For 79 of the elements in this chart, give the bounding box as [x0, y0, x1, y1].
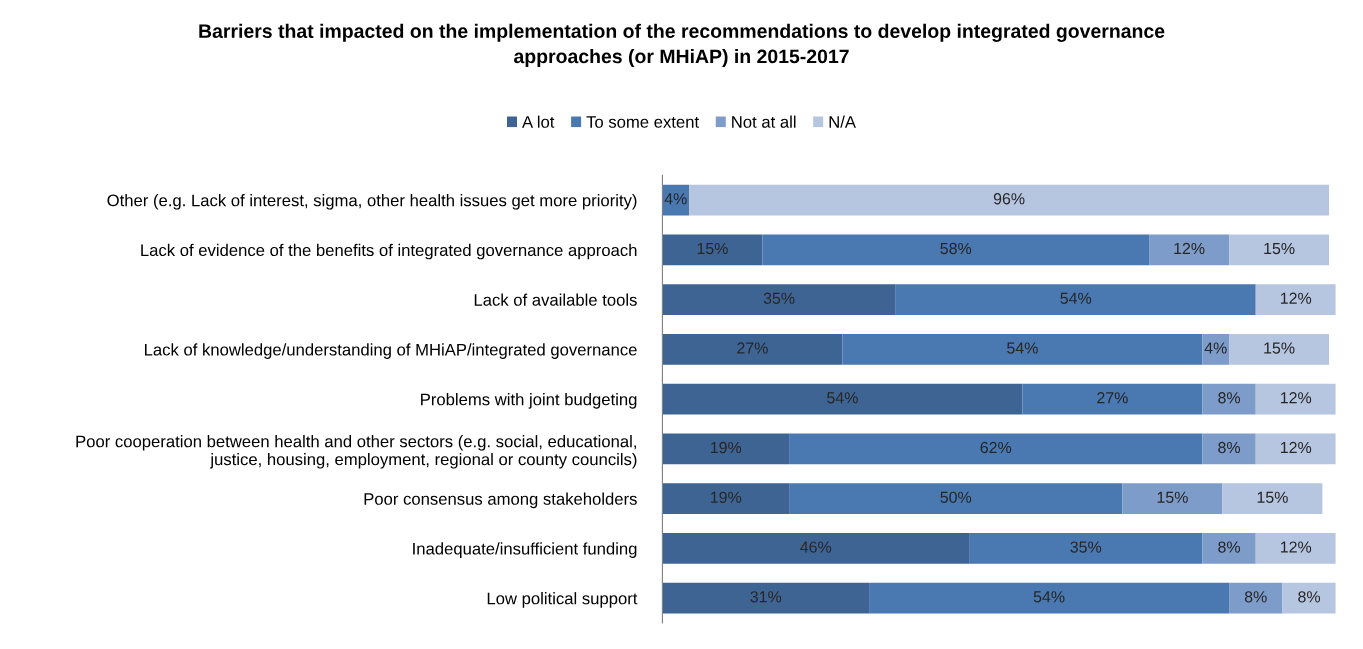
data-label: 8%: [1298, 591, 1321, 603]
bar: [662, 284, 896, 316]
data-label: 8%: [1218, 541, 1241, 553]
bar: [1022, 383, 1203, 415]
data-label: 15%: [697, 242, 728, 255]
bar: [1282, 582, 1336, 614]
bar: [1202, 433, 1256, 465]
data-label: 15%: [1264, 342, 1295, 354]
data-label: 15%: [1257, 491, 1288, 503]
bar: [1122, 483, 1223, 515]
data-label: 96%: [993, 193, 1025, 205]
data-label: 54%: [1033, 591, 1065, 603]
bar: [1255, 383, 1336, 415]
data-label: 31%: [750, 591, 782, 603]
data-label: 19%: [710, 491, 742, 503]
bar: [1222, 483, 1323, 515]
bar: [689, 184, 1330, 216]
data-label: 19%: [710, 441, 742, 454]
data-label: 54%: [1007, 342, 1038, 354]
bar: [895, 284, 1256, 316]
y-tick-label: Lack of evidence of the benefits of integrated governance approach: [141, 243, 637, 260]
data-label: 15%: [1157, 491, 1188, 503]
chart-title: Barriers that impacted on the implementation of the recommendations to develop integrated governance approaches (or MHiAP) in 2015-2017: [199, 23, 1165, 68]
data-label: 46%: [800, 541, 832, 553]
bar: [1255, 532, 1336, 564]
bar: [969, 532, 1203, 564]
data-label: 15%: [1264, 242, 1295, 255]
data-label: 8%: [1218, 441, 1241, 454]
data-label: 12%: [1174, 242, 1205, 255]
data-label: 12%: [1280, 441, 1312, 454]
data-label: 35%: [763, 292, 795, 304]
bar: [1202, 532, 1256, 564]
y-tick-label: Other (e.g. Lack of interest, sigma, other health issues get more priority): [107, 194, 637, 210]
y-tick-label: Inadequate/insufficient funding: [413, 542, 637, 558]
data-label: 12%: [1280, 392, 1312, 404]
y-tick-label: Lack of knowledge/understanding of MHiAP/integrated governance: [144, 343, 637, 359]
bar: [1149, 234, 1230, 266]
legend-label: To some extent: [586, 116, 699, 128]
bar: [662, 582, 870, 614]
data-label: 12%: [1280, 292, 1312, 304]
bar: [662, 234, 763, 266]
data-label: 8%: [1218, 392, 1241, 404]
bar: [662, 333, 843, 365]
bar: [662, 483, 790, 515]
data-label: 12%: [1280, 541, 1312, 553]
bar: [1229, 333, 1330, 365]
y-tick-label: Low political support: [487, 592, 638, 608]
legend-label: A lot: [522, 115, 555, 128]
legend-label: N/A: [829, 115, 856, 128]
y-tick-label: Poor cooperation between health and other sectors (e.g. social, educational, justice, housing, employment, regional or county councils): [76, 435, 637, 469]
bar: [1255, 433, 1336, 465]
data-label: 4%: [664, 193, 687, 205]
bar: [662, 532, 970, 564]
data-label: 50%: [940, 491, 972, 503]
data-label: 54%: [827, 392, 858, 404]
data-label: 27%: [737, 342, 768, 354]
bar: [1255, 284, 1336, 316]
bar: [1229, 582, 1283, 614]
bar: [789, 433, 1203, 465]
bar: [1229, 234, 1330, 266]
data-label: 35%: [1070, 541, 1102, 553]
bar: [842, 333, 1203, 365]
data-label: 4%: [1204, 342, 1227, 354]
data-label: 58%: [940, 242, 972, 255]
bar: [869, 582, 1230, 614]
y-tick-label: Problems with joint budgeting: [421, 393, 637, 409]
y-tick-label: Lack of available tools: [474, 293, 637, 306]
y-tick-label: Poor consensus among stakeholders: [364, 492, 637, 509]
data-label: 62%: [980, 441, 1012, 454]
data-label: 8%: [1244, 591, 1267, 603]
bar: [1202, 383, 1256, 415]
bar: [1202, 333, 1230, 365]
bar: [662, 383, 1023, 415]
bar: [789, 483, 1123, 515]
data-label: 27%: [1097, 392, 1128, 404]
bar: [662, 433, 790, 465]
legend-label: Not at all: [732, 115, 796, 128]
bar: [762, 234, 1150, 266]
data-label: 54%: [1060, 292, 1092, 304]
